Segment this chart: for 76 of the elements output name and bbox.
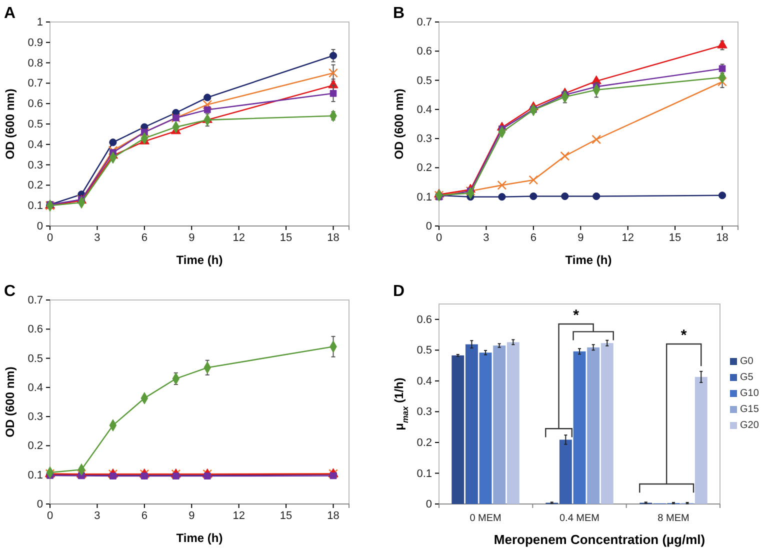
x-axis-title: Meropenem Concentration (µg/ml) xyxy=(494,532,706,547)
y-tick-label: 0.3 xyxy=(28,411,43,424)
y-tick-label: 0.6 xyxy=(28,324,43,336)
y-tick-label: 0.4 xyxy=(416,104,432,116)
y-tick-label: 0.6 xyxy=(28,98,43,110)
x-tick-label: 6 xyxy=(141,510,148,522)
y-tick-label: 0.3 xyxy=(416,406,432,418)
x-tick-label: 15 xyxy=(280,510,292,522)
y-tick-label: 0.3 xyxy=(28,159,43,172)
y-axis-title: OD (600 nm) xyxy=(392,88,406,160)
x-axis-title: Time (h) xyxy=(176,253,223,267)
x-tick-label: 0.4 MEM xyxy=(559,513,600,524)
y-tick-label: 0.6 xyxy=(416,314,432,326)
y-tick-label: 0 xyxy=(36,220,43,233)
x-tick-label: 15 xyxy=(668,232,682,244)
y-tick-label: 0.7 xyxy=(28,294,43,307)
x-tick-label: 6 xyxy=(141,232,148,244)
x-tick-label: 18 xyxy=(327,232,340,244)
x-tick-label: 12 xyxy=(232,510,245,522)
x-tick-label: 3 xyxy=(94,510,100,522)
x-tick-label: 0 MEM xyxy=(470,513,502,524)
annotation: * xyxy=(573,307,580,324)
x-tick-label: 18 xyxy=(327,510,340,522)
chart-title: A xyxy=(4,5,16,22)
y-tick-label: 0.2 xyxy=(28,440,43,452)
x-tick-label: 0 xyxy=(436,232,442,244)
y-tick-label: 0.3 xyxy=(416,133,432,146)
y-tick-label: 0.5 xyxy=(416,74,432,87)
y-tick-label: 0.9 xyxy=(28,36,43,49)
x-tick-label: 18 xyxy=(716,232,728,244)
y-tick-label: 0.7 xyxy=(416,16,432,29)
x-axis-title: Time (h) xyxy=(176,531,223,545)
x-tick-label: 6 xyxy=(530,232,536,244)
y-tick-label: 0.6 xyxy=(416,46,432,58)
x-tick-label: 15 xyxy=(280,232,292,244)
y-tick-label: 1 xyxy=(36,16,43,29)
legend-label: G15 xyxy=(740,404,760,415)
x-tick-label: 3 xyxy=(483,232,490,244)
legend-label: G10 xyxy=(740,388,760,399)
y-tick-label: 0.2 xyxy=(416,162,432,174)
x-tick-label: 3 xyxy=(94,232,100,244)
y-tick-label: 0.1 xyxy=(28,469,43,482)
x-tick-label: 0 xyxy=(46,510,54,522)
x-tick-label: 9 xyxy=(188,510,195,522)
chart-title: C xyxy=(4,283,16,300)
y-tick-label: 0.2 xyxy=(416,436,432,449)
x-tick-label: 9 xyxy=(188,232,195,244)
y-tick-label: 0.4 xyxy=(28,382,43,394)
chart-title: D xyxy=(393,283,405,300)
y-tick-label: 0 xyxy=(426,220,432,233)
y-tick-label: 0.1 xyxy=(416,468,432,480)
y-tick-label: 0.1 xyxy=(416,191,432,204)
x-axis-title: Time (h) xyxy=(565,253,612,267)
x-tick-label: 12 xyxy=(232,232,245,244)
y-axis-title: OD (600 nm) xyxy=(3,88,17,160)
y-tick-label: 0.1 xyxy=(28,200,43,212)
y-tick-label: 0.2 xyxy=(28,180,43,192)
x-tick-label: 12 xyxy=(622,232,634,244)
y-tick-label: 0.8 xyxy=(28,57,43,70)
y-tick-label: 0 xyxy=(36,498,43,511)
y-tick-label: 0.5 xyxy=(416,344,432,357)
x-tick-label: 0 xyxy=(46,232,54,244)
legend-label: G20 xyxy=(740,420,760,431)
chart-title: B xyxy=(393,5,405,22)
y-tick-label: 0.5 xyxy=(28,118,43,131)
legend-label: G0 xyxy=(740,356,754,367)
annotation: * xyxy=(680,327,687,344)
x-tick-label: 9 xyxy=(578,232,584,244)
y-tick-label: 0.4 xyxy=(416,375,432,388)
y-tick-label: 0.7 xyxy=(28,78,43,90)
y-tick-label: 0.5 xyxy=(28,352,43,365)
y-tick-label: 0.4 xyxy=(28,138,43,151)
legend-label: G5 xyxy=(740,372,754,383)
x-tick-label: 8 MEM xyxy=(658,513,690,524)
y-tick-label: 0 xyxy=(426,498,432,511)
y-axis-title: OD (600 nm) xyxy=(3,366,17,438)
